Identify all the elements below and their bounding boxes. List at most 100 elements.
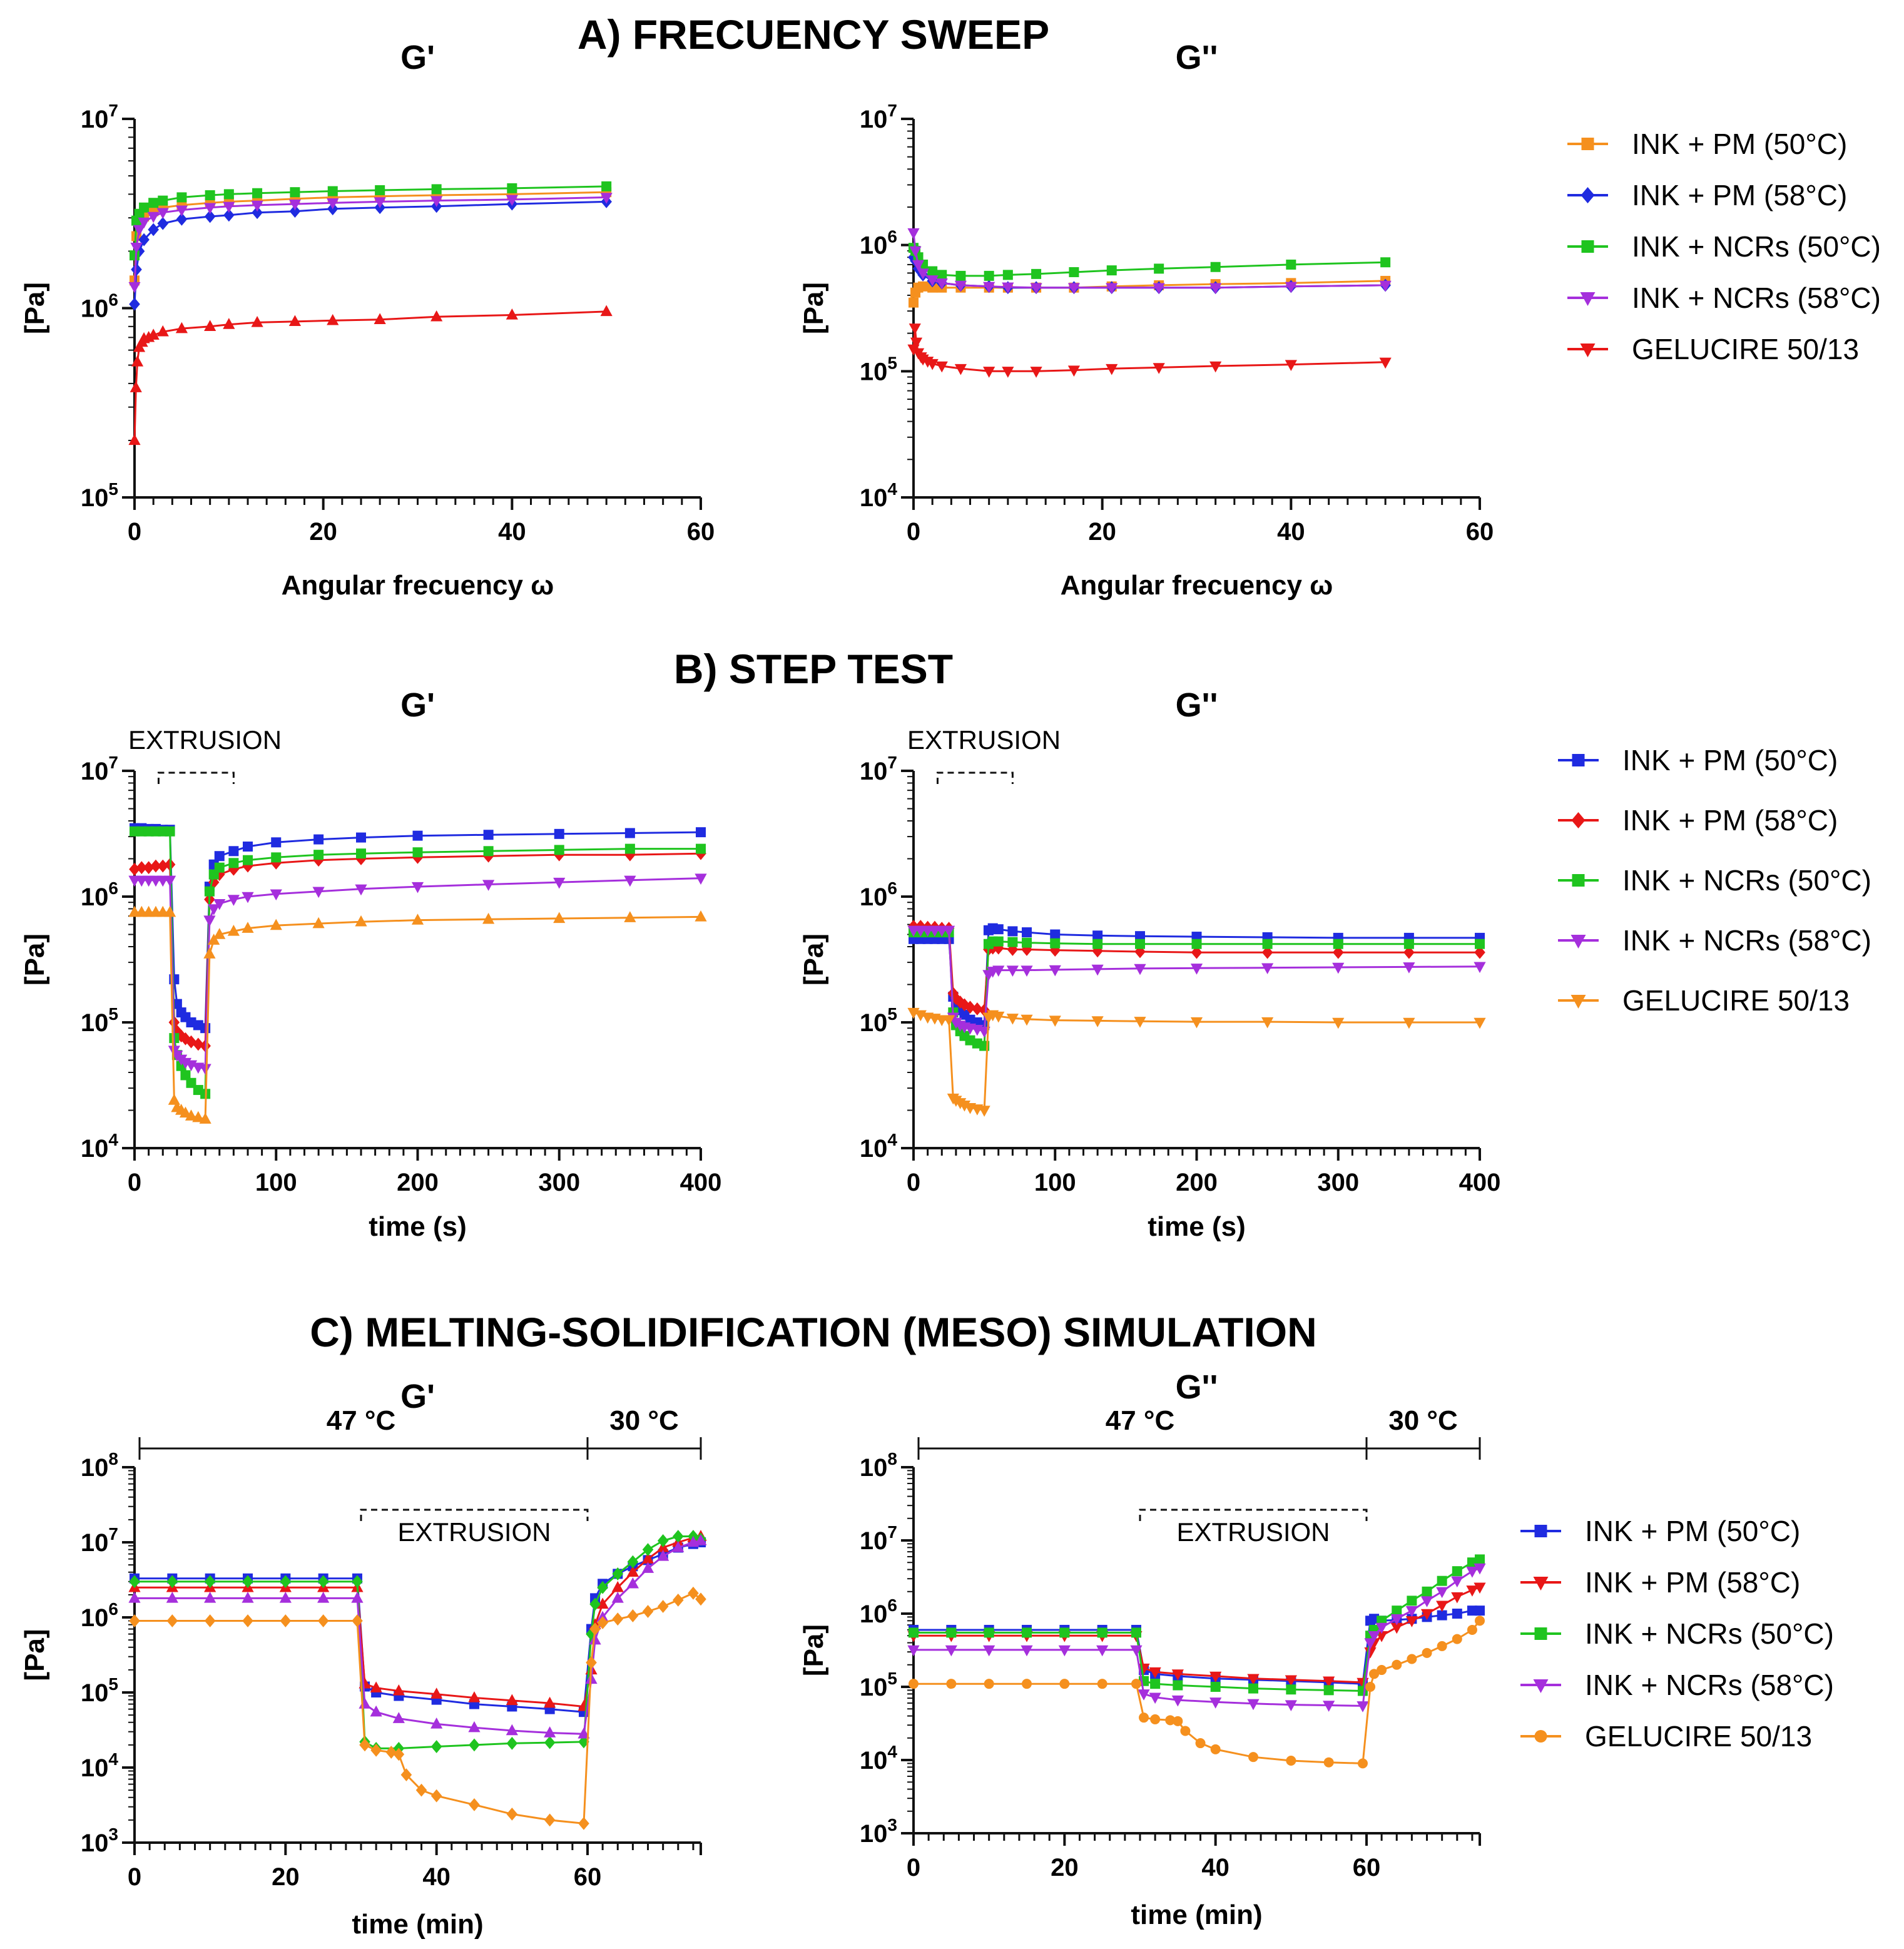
data-point	[954, 364, 967, 375]
data-point	[1209, 361, 1222, 373]
x-axis-label: time (min)	[352, 1909, 483, 1940]
data-point	[1403, 939, 1414, 949]
data-point	[1377, 1665, 1387, 1676]
data-point	[1190, 1017, 1203, 1029]
y-tick-label: 106	[81, 1599, 118, 1632]
data-point	[1134, 964, 1146, 975]
data-point	[288, 315, 302, 327]
extrusion-label: EXTRUSION	[397, 1517, 551, 1547]
data-point	[356, 832, 366, 843]
data-point	[954, 995, 966, 1009]
data-point	[992, 965, 1005, 977]
data-point	[1050, 929, 1061, 940]
data-point	[983, 1645, 995, 1657]
y-tick-label-exp: 4	[108, 1130, 118, 1149]
data-point	[641, 1552, 654, 1564]
series-line	[135, 911, 701, 1121]
data-point	[937, 270, 947, 280]
data-point	[1096, 1645, 1109, 1657]
x-axis-label: time (min)	[1131, 1900, 1262, 1930]
data-point	[642, 1543, 654, 1557]
y-tick-label-exp: 5	[887, 353, 897, 372]
data-point	[1191, 945, 1203, 959]
data-point	[1210, 262, 1221, 272]
y-tick-label: 104	[860, 1130, 898, 1163]
data-point	[1190, 964, 1203, 975]
data-point	[185, 1035, 197, 1049]
data-point	[1452, 1566, 1462, 1577]
data-point	[1403, 962, 1415, 974]
data-point	[430, 1789, 442, 1803]
legend-item: INK + NCRs (50°C)	[1558, 864, 1871, 897]
y-tick-label: 105	[860, 1004, 897, 1037]
x-tick-label: 400	[680, 1169, 722, 1196]
data-point	[351, 1591, 364, 1603]
data-point	[1131, 1679, 1141, 1689]
data-point	[626, 1565, 639, 1577]
extrusion-bracket	[360, 1509, 589, 1521]
y-axis-label: [Pa]	[19, 934, 50, 985]
data-point	[359, 1738, 370, 1752]
y-tick-label: 107	[81, 1524, 118, 1557]
data-point	[626, 1577, 639, 1589]
data-point	[199, 1064, 211, 1076]
data-point	[1002, 270, 1013, 280]
data-point	[955, 270, 966, 281]
series-ink-ncrs-58-c-	[907, 1563, 1486, 1712]
y-tick-label-base: 10	[860, 1820, 888, 1848]
data-point	[1475, 1606, 1485, 1616]
y-tick-label-base: 10	[81, 106, 109, 133]
series-ink-pm-58-c-	[129, 195, 612, 311]
series-ink-ncrs-58-c-	[907, 228, 1392, 295]
legend-b: INK + PM (50°C) INK + PM (58°C) INK + NCRs…	[1558, 744, 1871, 1017]
legend-marker	[1581, 240, 1594, 253]
y-tick-label: 104	[81, 1749, 119, 1782]
data-point	[1365, 1682, 1376, 1692]
data-point	[1171, 1669, 1184, 1681]
data-point	[1097, 1627, 1107, 1638]
data-point	[157, 216, 169, 230]
data-point	[313, 850, 324, 860]
data-point	[199, 1112, 211, 1124]
data-point	[909, 1679, 919, 1689]
data-point	[1021, 1014, 1033, 1026]
legend-marker	[1534, 1525, 1547, 1537]
data-point	[227, 925, 240, 936]
legend-item: INK + PM (58°C)	[1558, 804, 1838, 837]
data-point	[993, 924, 1004, 935]
data-point	[290, 187, 300, 198]
x-tick-label: 20	[309, 518, 337, 546]
legend-marker	[1533, 1679, 1549, 1693]
data-point	[695, 910, 707, 922]
legend-item: INK + PM (50°C)	[1558, 744, 1838, 776]
data-point	[193, 1037, 204, 1051]
data-point	[984, 1679, 994, 1689]
y-tick-label-base: 10	[81, 883, 109, 911]
data-point	[1262, 939, 1273, 949]
data-point	[1030, 283, 1042, 295]
y-tick-label-exp: 8	[887, 1449, 897, 1468]
legend-label: GELUCIRE 50/13	[1632, 333, 1859, 365]
y-tick-label-base: 10	[860, 1135, 888, 1163]
y-axis-label: [Pa]	[798, 1624, 829, 1676]
data-point	[400, 1768, 412, 1782]
data-point	[657, 1534, 669, 1547]
y-tick-label-exp: 5	[887, 1669, 897, 1688]
data-point	[586, 1627, 597, 1641]
data-point	[950, 992, 962, 1005]
data-point	[148, 198, 159, 208]
data-point	[1209, 1671, 1222, 1683]
x-axis-label: Angular frecuency ω	[282, 570, 554, 601]
data-point	[1261, 963, 1274, 975]
y-tick-label-exp: 6	[887, 878, 897, 898]
data-point	[430, 196, 443, 208]
data-point	[624, 848, 636, 862]
data-point	[1173, 1716, 1183, 1726]
data-point	[984, 1627, 994, 1638]
data-point	[204, 210, 216, 223]
data-point	[942, 925, 955, 937]
legend-item: INK + PM (58°C)	[1520, 1566, 1800, 1599]
